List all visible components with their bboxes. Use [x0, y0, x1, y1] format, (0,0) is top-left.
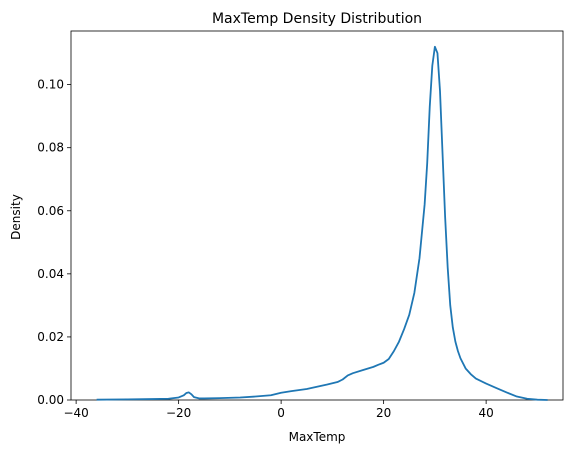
series-line-maxtemp — [96, 45, 548, 401]
x-axis-ticks: −40 −20 0 20 40 — [63, 400, 494, 420]
y-tick-label: 0.00 — [37, 393, 64, 407]
x-tick-label: 0 — [277, 406, 285, 420]
x-tick-label: 40 — [478, 406, 493, 420]
y-tick-label: 0.02 — [37, 330, 64, 344]
axes-frame — [70, 30, 564, 401]
chart-title: MaxTemp Density Distribution — [212, 11, 422, 27]
y-tick-label: 0.10 — [37, 78, 64, 92]
y-tick-label: 0.04 — [37, 267, 64, 281]
y-tick-label: 0.08 — [37, 141, 64, 155]
x-tick-label: −20 — [166, 406, 191, 420]
x-tick-label: −40 — [63, 406, 88, 420]
y-axis-label: Density — [9, 194, 23, 240]
y-tick-label: 0.06 — [37, 204, 64, 218]
x-axis-label: MaxTemp — [289, 430, 346, 444]
y-axis-ticks: 0.00 0.02 0.04 0.06 0.08 0.10 — [37, 78, 71, 407]
x-tick-label: 20 — [376, 406, 391, 420]
plot-area — [70, 30, 564, 401]
